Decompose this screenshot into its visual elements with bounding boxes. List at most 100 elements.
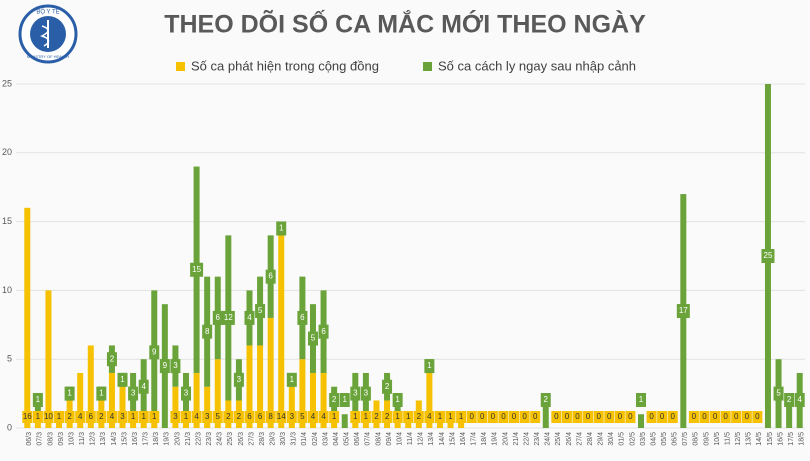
value-label-box	[382, 411, 393, 423]
value-label: 2	[110, 354, 115, 363]
y-tick-label: 20	[2, 147, 12, 157]
x-tick-label: 29/3	[269, 432, 276, 446]
value-label: 0	[607, 412, 612, 421]
bar-segment	[108, 372, 115, 428]
x-tick-label: 11/4	[407, 432, 414, 445]
x-tick-label: 26/4	[566, 432, 573, 446]
value-label-box	[741, 411, 752, 423]
x-tick-label: 10/5	[714, 432, 721, 446]
x-tick-label: 07/5	[682, 432, 689, 446]
value-label-box	[85, 411, 96, 423]
value-label: 0	[660, 412, 665, 421]
value-label-box	[318, 411, 329, 423]
value-label: 8	[268, 412, 273, 421]
value-label: 9	[152, 347, 157, 356]
value-label: 15	[192, 265, 201, 274]
value-label-box	[149, 411, 160, 423]
bar-segment	[87, 345, 94, 428]
bar-segment	[45, 290, 52, 428]
value-label: 2	[332, 395, 337, 404]
value-label: 0	[671, 412, 676, 421]
value-label: 1	[406, 412, 411, 421]
value-label: 4	[78, 412, 83, 421]
value-label-box	[159, 359, 170, 374]
value-label-box	[276, 221, 287, 236]
x-tick-label: 24/3	[217, 432, 224, 446]
value-label-box	[540, 393, 551, 407]
value-label-box	[657, 411, 668, 423]
y-tick-label: 0	[7, 422, 12, 432]
x-tick-label: 13/5	[746, 432, 753, 446]
value-label-box	[64, 411, 75, 423]
value-label: 1	[332, 412, 337, 421]
x-tick-label: 02/5	[629, 432, 636, 446]
x-tick-label: 09/5	[703, 432, 710, 446]
value-label: 12	[224, 313, 233, 322]
x-tick-label: 17/5	[788, 432, 795, 446]
value-label-box	[350, 386, 361, 401]
x-tick-label: 23/4	[534, 432, 541, 446]
value-label-box	[128, 411, 139, 423]
x-tick-label: 30/3	[280, 432, 287, 446]
x-tick-label: 10/4	[396, 432, 403, 446]
value-label: 0	[734, 412, 739, 421]
value-label-box	[202, 411, 213, 423]
value-label: 4	[797, 395, 802, 404]
value-label: 17	[679, 306, 688, 315]
logo-bottom: MINISTRY OF HEALTH	[27, 54, 69, 59]
value-label-box	[761, 249, 775, 263]
value-label-box	[212, 310, 223, 325]
value-label: 5	[300, 412, 305, 421]
value-label-box	[434, 411, 445, 423]
value-label: 0	[586, 412, 591, 421]
value-label-box	[149, 345, 160, 360]
value-label: 1	[120, 375, 125, 384]
value-label: 0	[723, 412, 728, 421]
value-label: 0	[554, 412, 559, 421]
value-label-box	[413, 411, 424, 423]
value-label: 1	[279, 224, 284, 233]
value-label: 0	[480, 412, 485, 421]
x-tick-label: 19/3	[164, 432, 171, 446]
value-label: 2	[226, 412, 231, 421]
value-label-box	[307, 331, 318, 346]
x-tick-label: 29/4	[598, 432, 605, 446]
value-label: 1	[152, 412, 157, 421]
value-label-box	[233, 372, 244, 387]
x-tick-label: 19/4	[492, 432, 499, 446]
value-label: 1	[290, 375, 295, 384]
x-tick-label: 12/4	[418, 432, 425, 446]
value-label: 0	[533, 412, 538, 421]
value-label-box	[752, 411, 763, 423]
value-label-box	[54, 411, 65, 423]
x-tick-label: 06/3	[26, 432, 33, 446]
value-label-box	[244, 411, 255, 423]
value-label-box	[583, 411, 594, 423]
value-label: 1	[353, 412, 358, 421]
value-label: 4	[427, 412, 432, 421]
value-label-box	[392, 411, 403, 423]
value-label: 0	[628, 412, 633, 421]
chart-title: THEO DÕI SỐ CA MẮC MỚI THEO NGÀY	[164, 9, 646, 39]
value-label: 3	[290, 412, 295, 421]
value-label: 0	[702, 412, 707, 421]
value-label: 9	[163, 361, 168, 370]
value-label-box	[676, 304, 690, 319]
value-label-box	[614, 411, 625, 423]
value-label-box	[117, 411, 128, 423]
value-label-box	[403, 411, 414, 423]
value-label: 1	[395, 395, 400, 404]
value-label-box	[191, 411, 202, 423]
value-label-box	[75, 411, 86, 423]
value-label-box	[286, 411, 297, 423]
value-label: 2	[67, 412, 72, 421]
value-label: 4	[247, 313, 252, 322]
value-label: 1	[131, 412, 136, 421]
bar-segment	[193, 372, 200, 428]
value-label: 5	[258, 306, 263, 315]
value-label: 1	[342, 395, 347, 404]
bar-segment	[24, 207, 31, 428]
value-label-box	[43, 411, 54, 423]
value-label: 1	[448, 412, 453, 421]
